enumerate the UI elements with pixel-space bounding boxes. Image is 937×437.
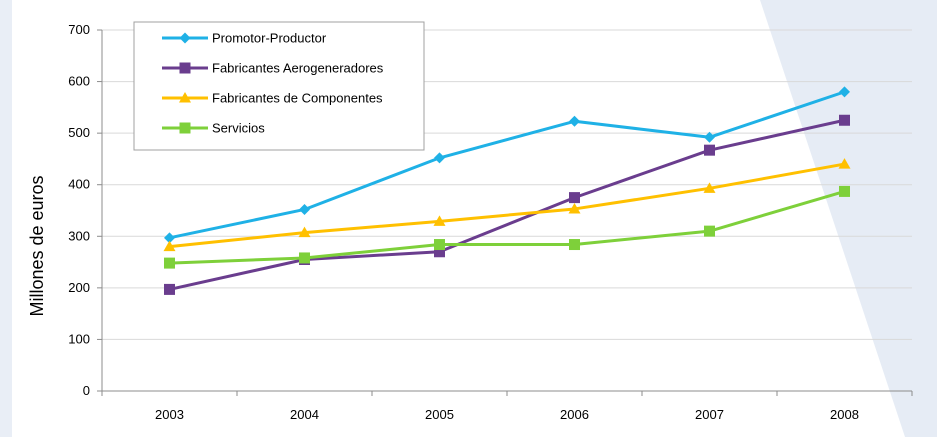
data-point: [569, 239, 580, 251]
legend-item: Servicios: [162, 121, 265, 136]
series-0: [164, 86, 850, 244]
legend-label: Fabricantes Aerogeneradores: [212, 61, 384, 76]
legend-label: Promotor-Productor: [212, 31, 327, 46]
x-tick-label: 2006: [560, 407, 589, 422]
legend-label: Servicios: [212, 121, 265, 136]
series-line: [169, 162, 845, 249]
data-point: [704, 225, 715, 237]
data-point: [839, 86, 850, 98]
x-tick-label: 2003: [155, 407, 184, 422]
data-point: [569, 192, 580, 204]
y-tick-label: 700: [68, 22, 90, 37]
legend-marker: [179, 122, 191, 134]
series-line: [169, 90, 845, 240]
data-point: [433, 215, 446, 226]
tick-labels: 0 100 200 300 400 500 600 700 2003 2004 2005 2006 20…: [68, 22, 859, 422]
data-point: [164, 232, 175, 244]
y-tick-label: 600: [68, 74, 90, 89]
data-point: [839, 114, 850, 126]
y-tick-label: 300: [68, 228, 90, 243]
y-tick-label: 0: [83, 383, 90, 398]
data-point: [163, 240, 176, 252]
background-band: [760, 0, 937, 437]
axes: [97, 29, 913, 396]
legend-marker: [179, 92, 191, 103]
y-axis-title: Millones de euros: [27, 175, 47, 316]
data-point: [569, 115, 580, 127]
x-tick-label: 2007: [695, 407, 724, 422]
data-point: [298, 226, 311, 238]
legend-marker: [179, 62, 191, 74]
data-point: [568, 202, 581, 214]
data-point: [164, 257, 175, 269]
series-line: [169, 189, 845, 265]
x-tick-label: 2005: [425, 407, 454, 422]
legend-item: Promotor-Productor: [162, 31, 327, 46]
y-tick-label: 400: [68, 177, 90, 192]
data-point: [299, 252, 310, 264]
data-point: [434, 152, 445, 164]
background-left-strip: [0, 0, 12, 437]
data-point: [703, 182, 716, 193]
series-2: [163, 158, 851, 252]
legend-item: Fabricantes Aerogeneradores: [162, 61, 384, 76]
legend: Promotor-Productor Fabricantes Aerogenera…: [133, 21, 425, 151]
series-layer: [163, 86, 851, 295]
data-point: [299, 203, 310, 215]
series-line: [169, 118, 845, 291]
data-point: [434, 246, 445, 258]
series-3: [164, 185, 850, 269]
y-tick-label: 200: [68, 280, 90, 295]
legend-marker: [179, 32, 191, 44]
legend-label: Fabricantes de Componentes: [212, 91, 383, 106]
data-point: [704, 144, 715, 156]
x-tick-label: 2008: [830, 407, 859, 422]
data-point: [164, 283, 175, 295]
data-point: [434, 239, 445, 251]
x-tick-label: 2004: [290, 407, 319, 422]
legend-item: Fabricantes de Componentes: [162, 91, 383, 106]
y-tick-label: 100: [68, 331, 90, 346]
data-point: [838, 158, 851, 169]
data-point: [839, 185, 850, 197]
data-point: [704, 131, 715, 143]
y-tick-label: 500: [68, 125, 90, 140]
